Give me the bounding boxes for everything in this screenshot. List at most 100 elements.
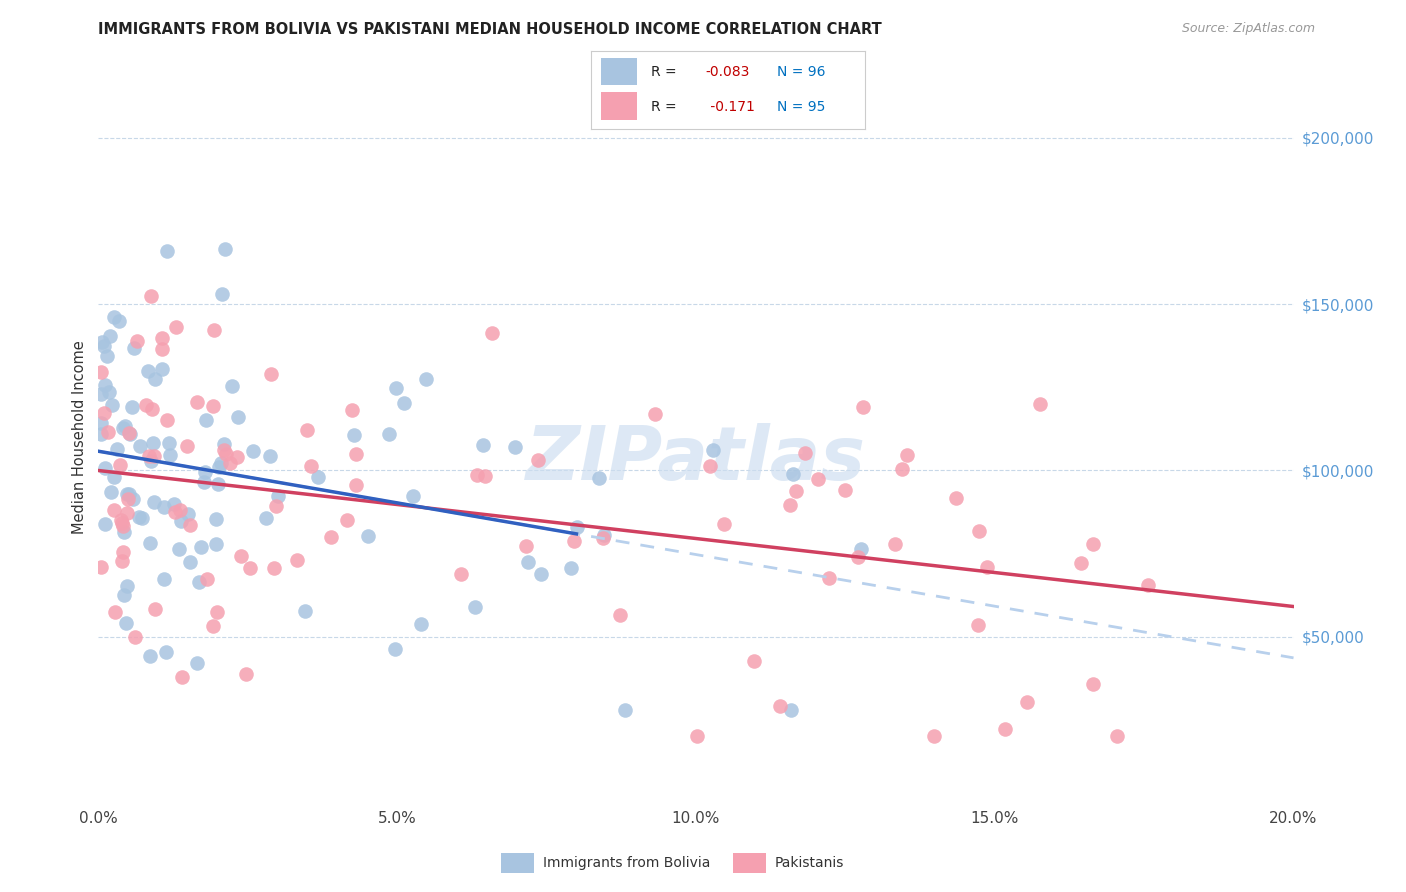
- Point: [124, 630, 146, 644]
- Point: [170, 514, 193, 528]
- Bar: [733, 853, 766, 873]
- Point: [562, 533, 585, 548]
- Text: N = 95: N = 95: [778, 100, 825, 113]
- Point: [194, 465, 217, 479]
- Point: [90, 334, 112, 349]
- Point: [94, 517, 117, 532]
- Point: [465, 468, 488, 483]
- Point: [782, 467, 804, 481]
- Text: Pakistanis: Pakistanis: [775, 856, 844, 870]
- Text: N = 96: N = 96: [778, 65, 825, 79]
- Point: [117, 491, 139, 506]
- Point: [896, 449, 918, 463]
- Point: [266, 489, 288, 503]
- Point: [229, 549, 252, 563]
- Point: [159, 448, 181, 462]
- Point: [122, 492, 145, 507]
- Point: [170, 670, 193, 684]
- Point: [818, 572, 841, 586]
- Text: Immigrants from Bolivia: Immigrants from Bolivia: [543, 856, 710, 870]
- Point: [834, 483, 856, 497]
- Point: [1015, 695, 1038, 709]
- Point: [592, 532, 614, 546]
- Point: [212, 442, 235, 457]
- Point: [141, 454, 163, 468]
- Point: [93, 406, 115, 420]
- Point: [176, 439, 198, 453]
- Point: [967, 617, 990, 632]
- Point: [100, 484, 122, 499]
- Point: [450, 567, 472, 582]
- Point: [129, 439, 152, 453]
- Point: [342, 402, 364, 417]
- Point: [530, 566, 553, 581]
- Point: [103, 502, 125, 516]
- Point: [186, 394, 208, 409]
- Point: [235, 667, 257, 681]
- Point: [644, 407, 666, 421]
- Point: [319, 530, 342, 544]
- Point: [779, 498, 801, 512]
- Point: [780, 703, 803, 717]
- Point: [891, 462, 914, 476]
- Point: [614, 703, 637, 717]
- Point: [295, 423, 318, 437]
- Point: [402, 489, 425, 503]
- Point: [472, 438, 495, 452]
- Point: [152, 572, 174, 586]
- Point: [209, 456, 232, 470]
- Point: [343, 428, 366, 442]
- Point: [112, 518, 135, 533]
- Point: [103, 470, 125, 484]
- Point: [115, 579, 138, 593]
- Point: [609, 608, 631, 623]
- Point: [794, 446, 817, 460]
- Text: R =: R =: [651, 65, 681, 79]
- Text: -0.083: -0.083: [706, 65, 749, 79]
- Point: [260, 368, 283, 382]
- Point: [1029, 397, 1052, 411]
- Point: [105, 442, 128, 456]
- Point: [503, 440, 526, 454]
- Bar: [602, 93, 637, 120]
- Point: [807, 472, 830, 486]
- Point: [110, 554, 132, 568]
- Point: [415, 372, 437, 386]
- Text: R =: R =: [651, 100, 681, 113]
- Point: [90, 366, 112, 380]
- Point: [299, 459, 322, 474]
- Point: [100, 398, 122, 412]
- Point: [90, 559, 112, 574]
- Point: [94, 461, 117, 475]
- Point: [194, 413, 217, 427]
- Point: [686, 729, 709, 743]
- Point: [384, 642, 406, 657]
- Point: [193, 475, 215, 489]
- Point: [135, 398, 157, 412]
- Point: [593, 528, 616, 542]
- Point: [242, 444, 264, 458]
- Point: [165, 320, 187, 334]
- Text: Source: ZipAtlas.com: Source: ZipAtlas.com: [1181, 22, 1315, 36]
- Point: [207, 476, 229, 491]
- Point: [221, 378, 243, 392]
- Point: [108, 458, 131, 472]
- Point: [565, 519, 588, 533]
- Point: [115, 615, 138, 630]
- Point: [90, 426, 112, 441]
- Point: [97, 425, 120, 439]
- Point: [263, 560, 285, 574]
- Point: [139, 648, 162, 663]
- Point: [117, 506, 139, 520]
- Point: [163, 505, 186, 519]
- Point: [104, 605, 127, 619]
- Point: [226, 450, 249, 465]
- Point: [202, 323, 225, 337]
- Point: [385, 381, 408, 395]
- Point: [464, 599, 486, 614]
- Point: [153, 500, 176, 515]
- Point: [768, 699, 790, 714]
- Point: [111, 516, 134, 530]
- Text: IMMIGRANTS FROM BOLIVIA VS PAKISTANI MEDIAN HOUSEHOLD INCOME CORRELATION CHART: IMMIGRANTS FROM BOLIVIA VS PAKISTANI MED…: [98, 22, 882, 37]
- Point: [186, 656, 208, 670]
